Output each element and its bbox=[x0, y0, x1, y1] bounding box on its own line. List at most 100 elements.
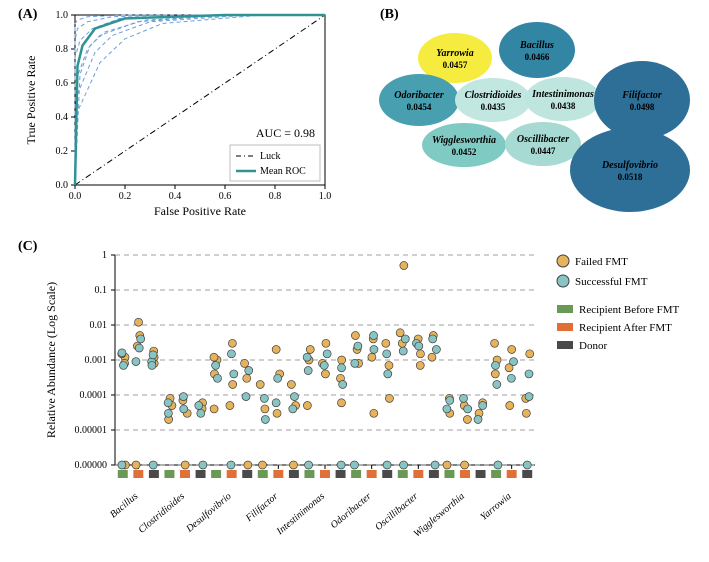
scatter-point bbox=[351, 332, 359, 340]
group-box bbox=[476, 470, 486, 478]
scatter-xlabel: Wigglesworthia bbox=[412, 491, 467, 540]
group-box bbox=[242, 470, 252, 478]
scatter-point bbox=[306, 345, 314, 353]
scatter-point bbox=[229, 380, 237, 388]
panel-a-label: (A) bbox=[18, 7, 38, 22]
scatter-point bbox=[118, 349, 126, 357]
bubble-value: 0.0518 bbox=[618, 172, 643, 182]
scatter-point bbox=[119, 361, 127, 369]
group-box bbox=[149, 470, 159, 478]
scatter-point bbox=[400, 262, 408, 270]
scatter-point bbox=[479, 402, 487, 410]
scatter-xlabel: Filifactor bbox=[243, 491, 280, 525]
scatter-point bbox=[383, 461, 391, 469]
legend-failed-swatch bbox=[557, 255, 569, 267]
scatter-point bbox=[525, 370, 533, 378]
scatter-point bbox=[273, 409, 281, 417]
bubble-name: Intestinimonas bbox=[531, 89, 594, 100]
scatter-point bbox=[227, 350, 235, 358]
scatter-point bbox=[304, 367, 312, 375]
scatter-point bbox=[350, 461, 358, 469]
roc-ytick: 1.0 bbox=[56, 10, 69, 21]
scatter-point bbox=[443, 461, 451, 469]
scatter-point bbox=[526, 350, 534, 358]
group-box bbox=[289, 470, 299, 478]
scatter-point bbox=[303, 402, 311, 410]
scatter-point bbox=[464, 405, 472, 413]
scatter-point bbox=[321, 370, 329, 378]
group-box bbox=[382, 470, 392, 478]
scatter-point bbox=[431, 461, 439, 469]
scatter-ytick: 0.0001 bbox=[80, 390, 108, 401]
scatter-point bbox=[132, 358, 140, 366]
legend-mean-label: Mean ROC bbox=[260, 166, 306, 177]
scatter-ytick: 0.00000 bbox=[75, 460, 108, 471]
legend-luck-label: Luck bbox=[260, 151, 281, 162]
legend-donor-swatch bbox=[557, 341, 573, 349]
scatter-point bbox=[385, 394, 393, 402]
roc-ytick: 0.6 bbox=[56, 78, 69, 89]
scatter-point bbox=[228, 339, 236, 347]
scatter-point bbox=[370, 409, 378, 417]
scatter-point bbox=[132, 461, 140, 469]
scatter-point bbox=[164, 399, 172, 407]
scatter-point bbox=[508, 345, 516, 353]
scatter-point bbox=[399, 347, 407, 355]
bubble-value: 0.0457 bbox=[443, 60, 468, 70]
legend-before-label: Recipient Before FMT bbox=[579, 304, 679, 316]
legend-donor-label: Donor bbox=[579, 340, 607, 352]
legend-success-label: Successful FMT bbox=[575, 276, 648, 288]
roc-xtick: 0.2 bbox=[119, 191, 132, 202]
scatter-point bbox=[148, 361, 156, 369]
scatter-point bbox=[370, 345, 378, 353]
scatter-point bbox=[491, 361, 499, 369]
scatter-point bbox=[210, 405, 218, 413]
bubble-name: Odoribacter bbox=[394, 90, 444, 101]
group-box bbox=[522, 470, 532, 478]
scatter-point bbox=[384, 370, 392, 378]
scatter-point bbox=[135, 318, 143, 326]
scatter-point bbox=[491, 339, 499, 347]
scatter-point bbox=[401, 335, 409, 343]
scatter-point bbox=[428, 353, 436, 361]
roc-xtick: 0.8 bbox=[269, 191, 282, 202]
scatter-ytick: 0.00001 bbox=[75, 425, 108, 436]
scatter-point bbox=[305, 461, 313, 469]
scatter-point bbox=[243, 374, 251, 382]
scatter-point bbox=[491, 370, 499, 378]
roc-xtick: 0.4 bbox=[169, 191, 182, 202]
group-box bbox=[196, 470, 206, 478]
scatter-point bbox=[525, 393, 533, 401]
scatter-ytick: 0.01 bbox=[90, 320, 108, 331]
roc-xtick: 0.6 bbox=[219, 191, 232, 202]
legend-after-swatch bbox=[557, 323, 573, 331]
group-box bbox=[164, 470, 174, 478]
scatter-point bbox=[242, 393, 250, 401]
bubble-value: 0.0498 bbox=[630, 102, 655, 112]
scatter-point bbox=[258, 461, 266, 469]
scatter-point bbox=[289, 461, 297, 469]
scatter-point bbox=[260, 394, 268, 402]
scatter-ytick: 1 bbox=[102, 250, 107, 261]
scatter-point bbox=[429, 335, 437, 343]
scatter-point bbox=[180, 405, 188, 413]
scatter-ytick: 0.001 bbox=[85, 355, 108, 366]
legend-after-label: Recipient After FMT bbox=[579, 322, 672, 334]
scatter-xlabel: Intestinimonas bbox=[274, 491, 327, 538]
bubble-value: 0.0452 bbox=[452, 147, 477, 157]
scatter-point bbox=[290, 393, 298, 401]
legend-success-swatch bbox=[557, 275, 569, 287]
scatter-xlabel: Odoribacter bbox=[329, 491, 374, 531]
group-box bbox=[227, 470, 237, 478]
group-box bbox=[491, 470, 501, 478]
bubble-value: 0.0454 bbox=[407, 102, 432, 112]
scatter-point bbox=[241, 359, 249, 367]
scatter-point bbox=[416, 350, 424, 358]
scatter-point bbox=[289, 405, 297, 413]
scatter-point bbox=[303, 353, 311, 361]
scatter-point bbox=[181, 461, 189, 469]
roc-xtick: 1.0 bbox=[319, 191, 332, 202]
bubble-name: Clostridioides bbox=[465, 90, 522, 101]
scatter-xlabel: Bacillus bbox=[108, 491, 140, 521]
scatter-point bbox=[245, 367, 253, 375]
